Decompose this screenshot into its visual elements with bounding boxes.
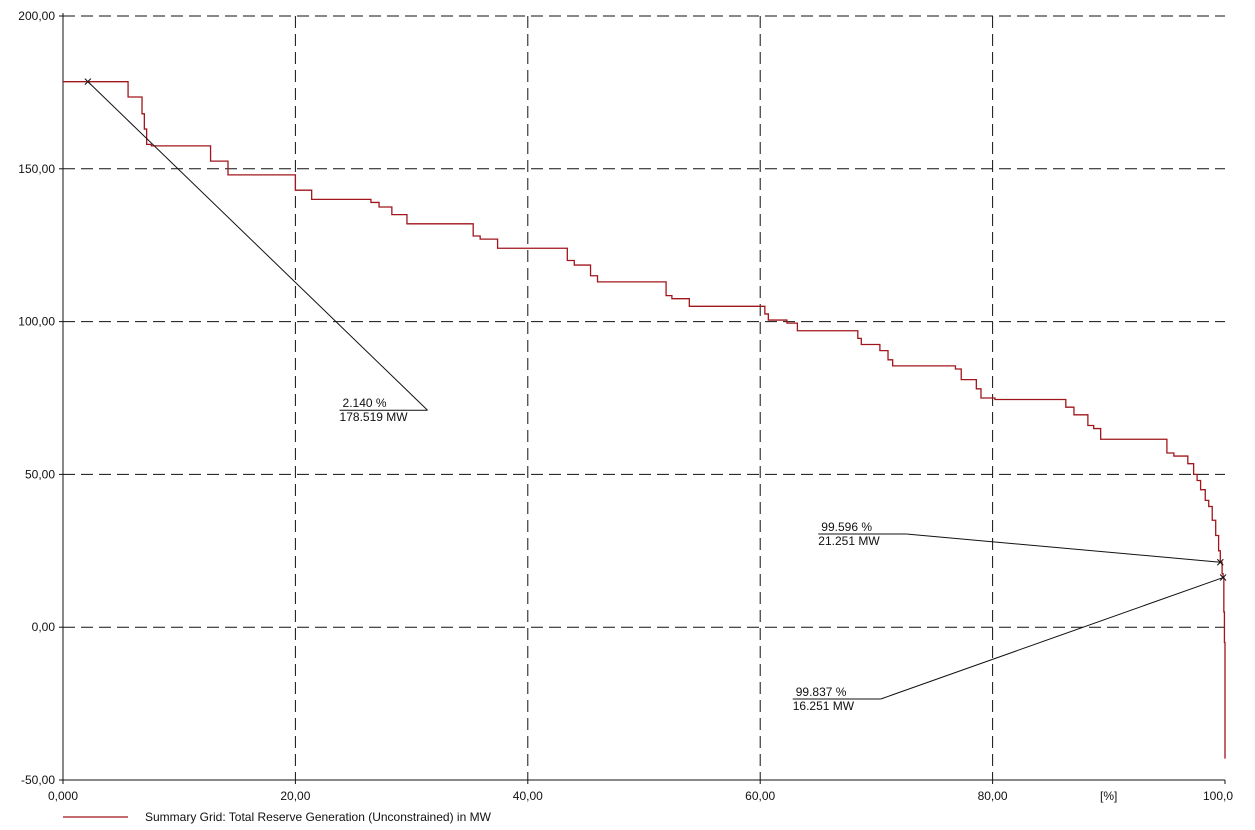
- axes: [60, 13, 1225, 783]
- annotations: 2.140 %178.519 MW 99.596 %21.251 MW 99.837…: [84, 78, 1227, 713]
- annotation: 2.140 %178.519 MW: [84, 78, 428, 424]
- y-tick-label: 0,00: [32, 620, 56, 634]
- y-tick-label: -50,00: [21, 773, 55, 787]
- x-tick-label: 60,00: [745, 789, 775, 803]
- legend: Summary Grid: Total Reserve Generation (…: [63, 810, 492, 824]
- annotation: 99.596 %21.251 MW: [818, 520, 1224, 566]
- x-unit-label: [%]: [1100, 789, 1117, 803]
- x-tick-label: 20,00: [280, 789, 310, 803]
- legend-label: Summary Grid: Total Reserve Generation (…: [145, 810, 492, 824]
- y-tick-label: 100,00: [18, 315, 55, 329]
- annotation-y-value: 178.519 MW: [340, 410, 409, 424]
- annotation-marker: [84, 78, 92, 85]
- annotation-y-value: 21.251 MW: [818, 534, 880, 548]
- annotation-marker: [1219, 574, 1227, 581]
- annotation-x-value: 99.837 %: [796, 685, 847, 699]
- series-line: [63, 81, 1226, 759]
- annotation-x-value: 2.140 %: [343, 396, 387, 410]
- y-tick-label: 50,00: [25, 467, 55, 481]
- x-tick-label: 40,00: [513, 789, 543, 803]
- annotation-y-value: 16.251 MW: [793, 699, 855, 713]
- x-tick-label: 100,0: [1203, 789, 1233, 803]
- x-tick-label: 0,000: [48, 789, 78, 803]
- tick-labels: 200,00 150,00 100,00 50,00 0,00 -50,00 0,000 20…: [18, 9, 1233, 803]
- annotation-x-value: 99.596 %: [821, 520, 872, 534]
- annotation-leader: [87, 81, 428, 411]
- y-tick-label: 200,00: [18, 9, 55, 23]
- x-tick-label: 80,00: [978, 789, 1008, 803]
- annotation-marker: [1216, 558, 1224, 566]
- grid-lines: [63, 15, 1225, 780]
- annotation-leader: [906, 533, 1221, 563]
- annotation-leader: [880, 577, 1224, 700]
- y-tick-label: 150,00: [18, 162, 55, 176]
- annotation: 99.837 %16.251 MW: [792, 574, 1227, 713]
- series-layer: [63, 81, 1226, 759]
